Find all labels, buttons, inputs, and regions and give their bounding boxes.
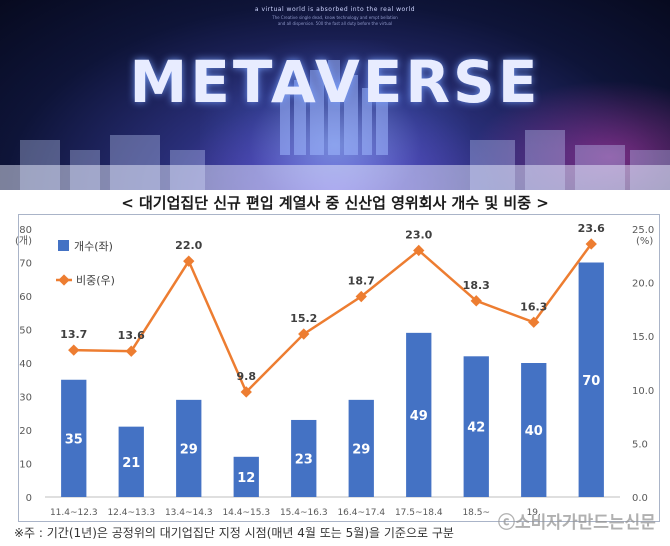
line-marker: [413, 244, 425, 257]
banner-tagline: a virtual world is absorbed into the rea…: [254, 6, 416, 13]
legend-label-line: 비중(우): [76, 274, 115, 287]
x-tick-label: 19.: [527, 508, 541, 518]
y-right-tick-label: 20.0: [632, 279, 654, 290]
x-tick-label: 15.4~16.3: [280, 508, 328, 518]
x-tick-label: 18.5~: [462, 508, 490, 518]
y-left-tick-label: 60: [19, 292, 32, 303]
y-right-tick-label: 25.0: [632, 225, 654, 236]
y-right-tick-label: 10.0: [632, 386, 654, 397]
banner-title: METAVERSE: [129, 48, 541, 116]
line-layer: [68, 238, 597, 398]
share-line: [73, 243, 593, 395]
legend-swatch-bar: [58, 240, 69, 251]
y-left-unit: (개): [15, 235, 32, 247]
legend-layer: 개수(좌) 비중(우): [56, 240, 115, 287]
x-tick-label: 12.4~13.3: [107, 508, 155, 518]
bar: [348, 399, 374, 497]
y-right-tick-label: 15.0: [632, 332, 654, 343]
x-tick-label: 11.4~12.3: [50, 508, 98, 518]
bar-value-label: 29: [180, 442, 198, 457]
watermark-text: ⓒ소비자가만드는신문: [498, 513, 656, 533]
line-marker: [183, 255, 195, 267]
line-value-label: 23.0: [405, 228, 432, 241]
bar: [521, 363, 547, 497]
bar: [233, 456, 259, 497]
line-value-label: 15.2: [290, 312, 317, 325]
y-right-unit: (%): [636, 236, 653, 247]
y-right-tick-label: 5.0: [632, 439, 648, 450]
legend-swatch-marker: [58, 274, 70, 286]
legend-label-bar: 개수(좌): [74, 240, 113, 253]
city-skyline-graphic: [0, 60, 670, 190]
bar-value-label: 40: [525, 424, 543, 439]
y-left-tick-label: 30: [19, 393, 32, 404]
bar-value-label: 29: [352, 442, 370, 457]
line-marker: [528, 316, 540, 328]
bar-value-label: 42: [467, 421, 485, 436]
labels-layer: 35 21 29 12 23 29 49 42 40 70 13.7 13.6 22.0 9.8 15.2 1…: [60, 222, 605, 486]
line-value-label: 23.6: [578, 222, 605, 235]
x-tick-label: 14.4~15.3: [222, 508, 270, 518]
bars-layer: [61, 262, 604, 497]
metaverse-banner: a virtual world is absorbed into the rea…: [0, 0, 670, 190]
line-value-label: 16.3: [520, 300, 547, 313]
bar-value-label: 70: [582, 374, 600, 389]
line-value-label: 18.3: [463, 279, 490, 292]
bar: [406, 332, 432, 497]
bar-value-label: 35: [65, 432, 83, 447]
bar: [463, 356, 489, 497]
bar: [61, 379, 87, 497]
chart-footnote: ※주 : 기간(1년)은 공정위의 대기업집단 지정 시점(매년 4월 또는 5…: [14, 526, 454, 540]
bar-value-label: 23: [295, 452, 313, 467]
x-tick-label: 17.5~18.4: [395, 508, 443, 518]
line-value-label: 22.0: [175, 239, 202, 252]
bar-value-label: 12: [237, 471, 255, 486]
y-left-tick-label: 0: [26, 493, 32, 504]
bar: [291, 419, 317, 497]
bar: [118, 426, 144, 497]
line-value-label: 13.6: [118, 329, 145, 342]
bar: [578, 262, 604, 497]
x-tick-label: 13.4~14.3: [165, 508, 213, 518]
banner-subtitle-line-1: The Creative single dead, know technolog…: [272, 15, 398, 20]
line-value-label: 18.7: [348, 275, 375, 288]
bar-value-label: 49: [410, 409, 428, 424]
banner-subtitle-line-2: and all dispersion. 500 the fast all dut…: [277, 21, 393, 26]
line-value-label: 13.7: [60, 328, 87, 341]
y-left-tick-label: 20: [19, 426, 32, 437]
y-right-tick-label: 0.0: [632, 493, 648, 504]
y-left-tick-label: 50: [19, 326, 32, 337]
y-left-tick-label: 10: [19, 460, 32, 471]
axes-layer: 0 10 20 30 40 50 60 70 80(개) 0.0 5.0 10.0 15.0 20.0 25…: [15, 225, 654, 518]
chart-title: < 대기업집단 신규 편입 계열사 중 신산업 영위회사 개수 및 비중 >: [121, 194, 549, 212]
y-left-tick-label: 80: [19, 225, 32, 236]
line-marker: [240, 386, 252, 398]
line-marker: [585, 238, 597, 250]
line-marker: [298, 328, 310, 340]
bar: [176, 399, 202, 497]
line-marker: [68, 344, 80, 356]
line-marker: [470, 295, 482, 307]
line-value-label: 9.8: [237, 370, 257, 383]
y-left-tick-label: 70: [19, 259, 32, 270]
y-left-tick-label: 40: [19, 359, 32, 370]
bar-value-label: 21: [122, 456, 140, 471]
x-tick-label: 16.4~17.4: [337, 508, 385, 518]
line-marker: [355, 290, 367, 303]
